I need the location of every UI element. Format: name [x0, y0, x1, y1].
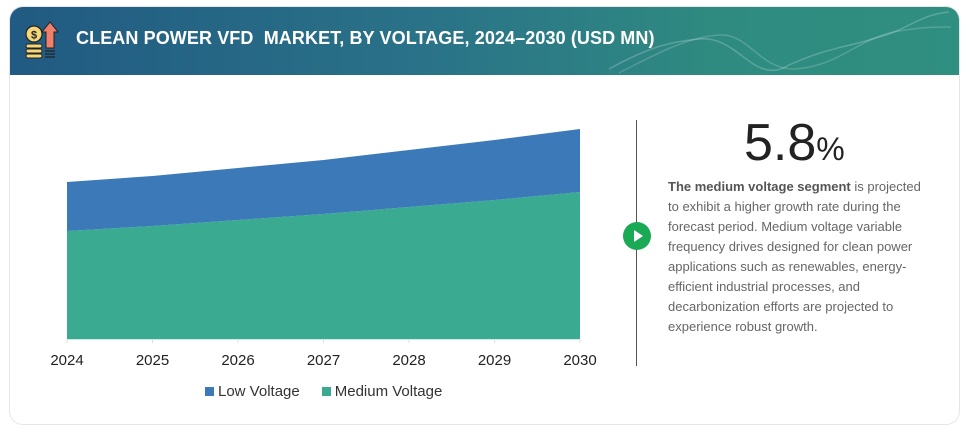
- description-text: is projected to exhibit a higher growth …: [668, 179, 921, 334]
- x-tick-label: 2029: [477, 352, 512, 369]
- cagr-stat: 5.8%: [744, 113, 845, 179]
- x-tick-label: 2028: [392, 352, 426, 369]
- x-tick-label: 2030: [563, 352, 597, 369]
- description-highlight: The medium voltage segment: [668, 179, 851, 194]
- legend-label-medium-voltage: Medium Voltage: [334, 383, 443, 400]
- legend-item-medium-voltage: Medium Voltage: [321, 383, 443, 400]
- header-banner: $ CLEAN POWER VFD MARKET, BY VOLTAGE, 20…: [10, 7, 959, 75]
- area-medium-voltage: [67, 192, 580, 339]
- coins-growth-arrow-icon: $: [25, 21, 60, 59]
- legend-swatch-low-voltage: [205, 387, 214, 396]
- chart-title: CLEAN POWER VFD MARKET, BY VOLTAGE, 2024…: [76, 28, 655, 48]
- svg-text:$: $: [31, 30, 37, 42]
- cagr-unit: %: [816, 131, 845, 167]
- legend-label-low-voltage: Low Voltage: [218, 383, 300, 400]
- legend-swatch-medium-voltage: [321, 387, 331, 396]
- segment-description: The medium voltage segment is projected …: [668, 177, 930, 337]
- play-icon[interactable]: [623, 222, 651, 250]
- chart-legend: Low Voltage Medium Voltage: [205, 383, 464, 400]
- area-low-voltage: [67, 129, 580, 231]
- x-tick-label: 2026: [221, 352, 255, 369]
- x-tick-label: 2024: [50, 352, 84, 369]
- legend-item-low-voltage: Low Voltage: [205, 383, 300, 400]
- decorative-waves-icon: [608, 11, 952, 74]
- x-tick-label: 2025: [135, 352, 170, 369]
- cagr-value: 5.8: [744, 114, 817, 172]
- x-tick-label: 2027: [306, 352, 341, 369]
